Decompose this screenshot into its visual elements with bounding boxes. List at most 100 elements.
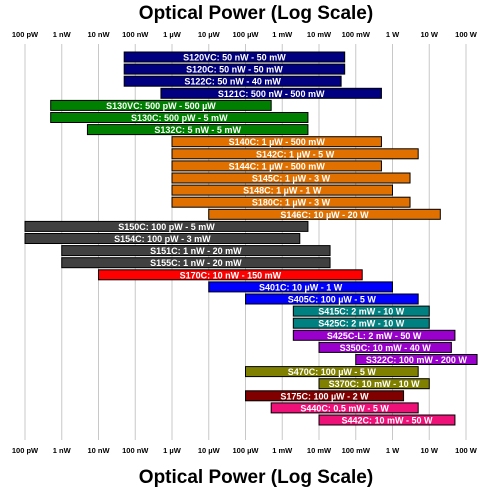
range-bar: S425C-L: 2 mW - 50 W [292,329,456,341]
range-bar-label: S148C: 1 µW - 1 W [243,186,322,196]
x-tick-label-top: 100 mW [342,30,371,39]
range-bar-rect [355,354,478,365]
range-bar: S350C: 10 mW - 40 W [318,341,452,353]
chart-title-top: Optical Power (Log Scale) [139,3,373,24]
range-bar: S122C: 50 nW - 40 mW [123,75,342,87]
range-bar-label: S142C: 1 µW - 5 W [256,149,335,159]
top-tick-labels: 100 pW 1 nW 10 nW 100 nW 1 µW 10 µW 100 µW 1 mW… [12,30,478,39]
range-bar: S154C: 100 pW - 3 mW [24,233,301,244]
chart-title-bottom: Optical Power (Log Scale) [139,467,373,488]
range-bar-label: S140C: 1 µW - 500 mW [229,137,326,147]
range-bar-label: S442C: 10 mW - 50 W [341,416,433,426]
range-bar-label: S155C: 1 nW - 20 mW [150,258,242,268]
range-bar-label: S415C: 2 mW - 10 W [318,307,405,317]
range-bar-label: S146C: 10 µW - 20 W [280,210,369,220]
range-bar-rect [61,257,331,269]
range-bar-rect [171,196,411,208]
range-bar: S145C: 1 µW - 3 W [171,172,411,184]
range-bar-rect [171,184,393,196]
range-bar: S155C: 1 nW - 20 mW [61,257,331,269]
range-bar: S175C: 100 µW - 2 W [245,390,405,402]
range-bar-label: S144C: 1 µW - 500 mW [229,161,326,171]
range-bar-label: S440C: 0.5 mW - 5 W [300,403,389,413]
range-bar-rect [123,63,346,75]
x-tick-label-top: 10 µW [198,30,221,39]
range-bar: S425C: 2 mW - 10 W [292,317,430,329]
x-tick-label-top: 1 mW [272,30,293,39]
range-bar-rect [171,172,411,184]
x-tick-label-top: 10 W [420,30,438,39]
range-bar-label: S405C: 100 µW - 5 W [288,295,377,305]
range-bar: S180C: 1 µW - 3 W [171,196,411,208]
range-bar: S322C: 100 mW - 200 W [355,354,478,365]
x-tick-label-bottom: 100 nW [122,446,149,455]
range-bar-label: S154C: 100 pW - 3 mW [114,234,211,244]
range-bar: S130VC: 500 pW - 500 µW [50,99,272,111]
range-bar-rect [171,160,382,172]
range-bar: S148C: 1 µW - 1 W [171,184,393,196]
range-bar-rect [50,99,272,111]
range-bar-label: S175C: 100 µW - 2 W [280,391,369,401]
x-tick-label-bottom: 100 pW [12,446,39,455]
x-tick-label-top: 10 nW [87,30,110,39]
range-bar: S120C: 50 nW - 50 mW [123,63,346,75]
x-tick-label-bottom: 10 µW [198,446,221,455]
range-bar: S370C: 10 mW - 10 W [318,378,430,390]
x-tick-label-bottom: 100 W [455,446,478,455]
range-bar: S146C: 10 µW - 20 W [208,208,441,220]
range-bar-label: S425C: 2 mW - 10 W [318,319,405,329]
range-bar: S442C: 10 mW - 50 W [318,414,456,426]
x-tick-label-bottom: 100 mW [342,446,371,455]
range-bar: S121C: 500 nW - 500 mW [160,87,382,99]
range-bar-rect [270,402,419,414]
range-bar-label: S170C: 10 nW - 150 mW [180,270,282,280]
range-bar-rect [245,366,419,378]
range-bar-label: S130C: 500 pW - 5 mW [131,113,228,123]
range-bar-rect [171,136,382,148]
range-bar-label: S180C: 1 µW - 3 W [252,198,331,208]
range-bar-label: S145C: 1 µW - 3 W [252,174,331,184]
range-bar-rect [208,281,393,293]
x-tick-label-bottom: 10 nW [87,446,110,455]
x-tick-label-top: 100 W [455,30,478,39]
x-tick-label-top: 1 nW [53,30,72,39]
range-bar-rect [318,414,456,426]
range-bar: S150C: 100 pW - 5 mW [24,220,309,232]
range-bar-rect [123,75,342,87]
x-tick-label-bottom: 1 W [386,446,400,455]
range-bar-rect [318,378,430,390]
range-bar-rect [171,148,419,160]
range-bar-label: S425C-L: 2 mW - 50 W [327,331,422,341]
range-bar-rect [61,245,331,257]
range-bar-label: S132C: 5 nW - 5 mW [154,125,241,135]
range-bar-label: S370C: 10 mW - 10 W [329,379,421,389]
range-bar-label: S120C: 50 nW - 50 mW [186,65,283,75]
range-bar-rect [50,112,309,123]
range-bar: S132C: 5 nW - 5 mW [86,124,309,136]
x-tick-label-top: 100 nW [122,30,149,39]
x-tick-label-bottom: 1 µW [163,446,182,455]
range-bar-rect [245,293,419,305]
range-bar: S415C: 2 mW - 10 W [292,305,430,317]
x-tick-label-bottom: 10 W [420,446,438,455]
range-bar-rect [160,87,382,99]
x-tick-label-top: 1 W [386,30,400,39]
range-bar: S470C: 100 µW - 5 W [245,366,419,378]
x-tick-label-top: 100 pW [12,30,39,39]
range-bar-rect [86,124,309,136]
range-bar-rect [24,220,309,232]
range-bar: S144C: 1 µW - 500 mW [171,160,382,172]
range-bar-rect [24,233,301,244]
x-tick-label-top: 100 µW [233,30,260,39]
bottom-tick-labels: 100 pW 1 nW 10 nW 100 nW 1 µW 10 µW 100 µW 1 mW… [12,446,478,455]
x-tick-label-top: 1 µW [163,30,182,39]
range-bar-rect [318,341,452,353]
range-bar: S151C: 1 nW - 20 mW [61,245,331,257]
range-bar-label: S401C: 10 µW - 1 W [259,282,343,292]
range-bars: S120VC: 50 nW - 50 mW S120C: 50 nW - 50 m… [24,51,478,426]
x-tick-label-bottom: 1 nW [53,446,72,455]
range-bar-rect [123,51,346,63]
range-bar-label: S130VC: 500 pW - 500 µW [106,101,216,111]
range-bar-rect [98,269,363,281]
